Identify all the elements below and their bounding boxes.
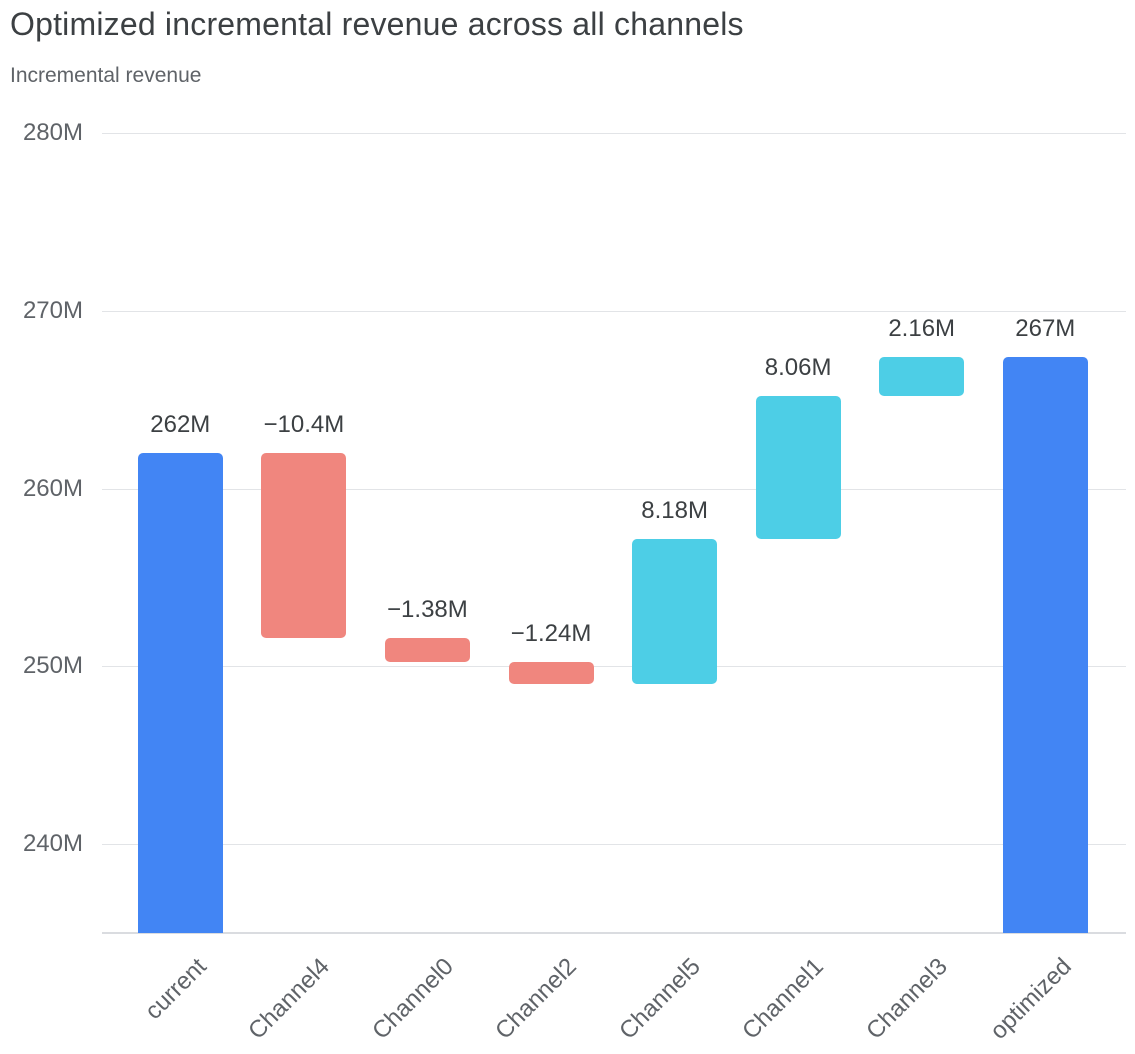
x-axis-label-Channel0: Channel0 [366,953,459,1045]
x-axis-label-Channel4: Channel4 [243,953,335,1045]
x-axis-line [102,932,1126,934]
bar-value-label-optimized: 267M [1015,315,1076,343]
gridline-260M [102,488,1126,490]
bar-optimized[interactable] [1002,357,1088,933]
y-tick-label-240M: 240M [22,830,83,858]
bar-Channel5[interactable] [632,539,718,685]
bar-Channel3[interactable] [879,357,965,396]
bar-value-label-Channel0: −1.38M [387,595,468,623]
plot-area: 262M −10.4M −1.38M −1.24M 8.18M 8.06M 2.16M 267… [102,133,1126,934]
bar-value-label-Channel4: −10.4M [263,411,345,438]
chart-subtitle: Incremental revenue [10,64,202,87]
x-axis-label-Channel2: Channel2 [490,953,583,1045]
bar-Channel0[interactable] [384,637,470,663]
bar-Channel1[interactable] [755,395,841,540]
bar-value-label-current: 262M [150,411,211,438]
bar-value-label-Channel3: 2.16M [888,315,956,343]
bar-value-label-Channel5: 8.18M [641,497,708,524]
bar-Channel4[interactable] [261,453,347,638]
y-tick-label-270M: 270M [22,296,83,324]
chart-title: Optimized incremental revenue across all… [10,6,744,42]
bar-Channel2[interactable] [508,662,594,685]
gridline-250M [102,666,1126,668]
y-tick-label-280M: 280M [22,119,83,146]
y-tick-label-250M: 250M [22,652,83,680]
y-tick-label-260M: 260M [22,474,83,502]
gridline-240M [102,844,1126,846]
x-axis-label-Channel5: Channel5 [613,953,706,1045]
x-axis-label-Channel3: Channel3 [861,953,953,1045]
bar-value-label-Channel2: −1.24M [510,620,592,648]
gridline-270M [102,310,1126,312]
bar-current[interactable] [137,453,223,933]
gridline-280M [102,133,1126,134]
bar-value-label-Channel1: 8.06M [764,353,832,381]
x-axis-label-optimized: optimized [984,953,1077,1045]
x-axis-label-current: current [139,953,212,1025]
x-axis-label-Channel1: Channel1 [737,953,830,1045]
